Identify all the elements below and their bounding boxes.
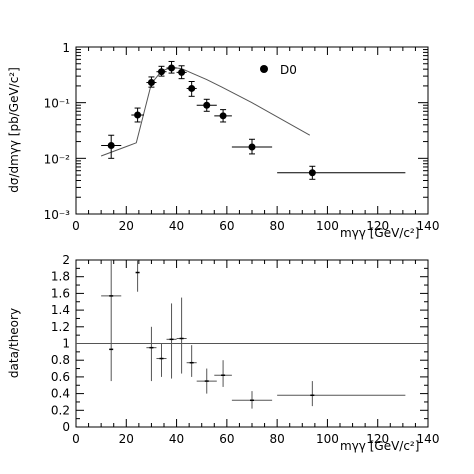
x-tick-label: 0 — [72, 219, 80, 233]
x-tick-label: 20 — [119, 432, 134, 446]
data-point — [168, 64, 176, 72]
y-tick-label: 1 — [62, 337, 70, 351]
y-tick-label: 10⁻³ — [44, 208, 71, 222]
data-point — [188, 84, 196, 92]
top-plot-frame — [75, 46, 429, 215]
data-point — [107, 142, 115, 150]
y-tick-label: 10⁻¹ — [44, 97, 71, 111]
y-tick-label: 0.4 — [51, 387, 70, 401]
bottom-x-ticks: 0 20 40 60 80 100 120 140 — [72, 260, 439, 446]
y-tick-label: 0 — [62, 420, 70, 434]
x-tick-label: 80 — [270, 432, 285, 446]
data-point — [178, 68, 186, 76]
top-data-points — [101, 60, 406, 180]
x-tick-label: 140 — [417, 219, 440, 233]
top-y-axis-title: dσ/dmγγ [pb/GeV/c²] — [7, 67, 21, 193]
bottom-y-ticks: 0 0.2 0.4 0.6 0.8 1 1.2 1.4 1.6 1.8 2 — [51, 253, 428, 434]
x-tick-label: 100 — [316, 219, 339, 233]
y-tick-label: 0.6 — [51, 370, 70, 384]
legend-marker — [260, 65, 268, 73]
x-tick-label: 60 — [219, 432, 234, 446]
data-point — [248, 143, 256, 151]
y-tick-label: 2 — [62, 253, 70, 267]
bottom-panel: 0 20 40 60 80 100 120 140 0 0.2 0.4 0.6 0.8 1 1.2 1.4 1… — [7, 253, 439, 453]
x-tick-label: 60 — [219, 219, 234, 233]
x-tick-label: 40 — [169, 432, 184, 446]
top-x-axis-title: mγγ [GeV/c²] — [340, 226, 419, 240]
y-tick-label: 1.4 — [51, 303, 70, 317]
x-tick-label: 40 — [169, 219, 184, 233]
data-point — [203, 101, 211, 109]
data-point — [147, 79, 155, 87]
legend-label: D0 — [280, 63, 297, 77]
x-tick-label: 80 — [270, 219, 285, 233]
top-y-ticks: 10⁻³ 10⁻² 10⁻¹ 1 — [44, 41, 428, 222]
data-point — [134, 111, 142, 119]
bottom-x-axis-title: mγγ [GeV/c²] — [340, 439, 419, 453]
top-panel: 0 20 40 60 80 100 120 140 10⁻³ 10⁻² 10⁻¹ 1 D0 mγγ … — [7, 41, 439, 240]
y-tick-label: 10⁻² — [44, 152, 71, 166]
y-tick-label: 1.8 — [51, 270, 70, 284]
y-tick-label: 1.2 — [51, 320, 70, 334]
x-tick-label: 140 — [417, 432, 440, 446]
y-tick-label: 0.2 — [51, 403, 70, 417]
y-tick-label: 0.8 — [51, 353, 70, 367]
y-tick-label: 1 — [62, 41, 70, 55]
x-tick-label: 120 — [366, 432, 389, 446]
x-tick-label: 120 — [366, 219, 389, 233]
top-x-ticks: 0 20 40 60 80 100 120 140 — [72, 47, 439, 233]
data-point — [219, 112, 227, 120]
bottom-data-points — [101, 260, 406, 409]
x-tick-label: 0 — [72, 432, 80, 446]
bottom-y-axis-title: data/theory — [7, 308, 21, 378]
data-point — [157, 68, 165, 76]
x-tick-label: 20 — [119, 219, 134, 233]
data-point — [308, 169, 316, 177]
x-tick-label: 100 — [316, 432, 339, 446]
y-tick-label: 1.6 — [51, 286, 70, 300]
